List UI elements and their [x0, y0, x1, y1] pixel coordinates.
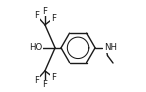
Text: F: F: [34, 11, 39, 20]
Text: F: F: [42, 7, 47, 16]
Text: F: F: [42, 80, 47, 89]
Text: F: F: [34, 76, 39, 85]
Text: NH: NH: [104, 43, 117, 52]
Text: F: F: [51, 14, 56, 23]
Text: HO: HO: [29, 43, 42, 52]
Text: F: F: [51, 73, 56, 82]
